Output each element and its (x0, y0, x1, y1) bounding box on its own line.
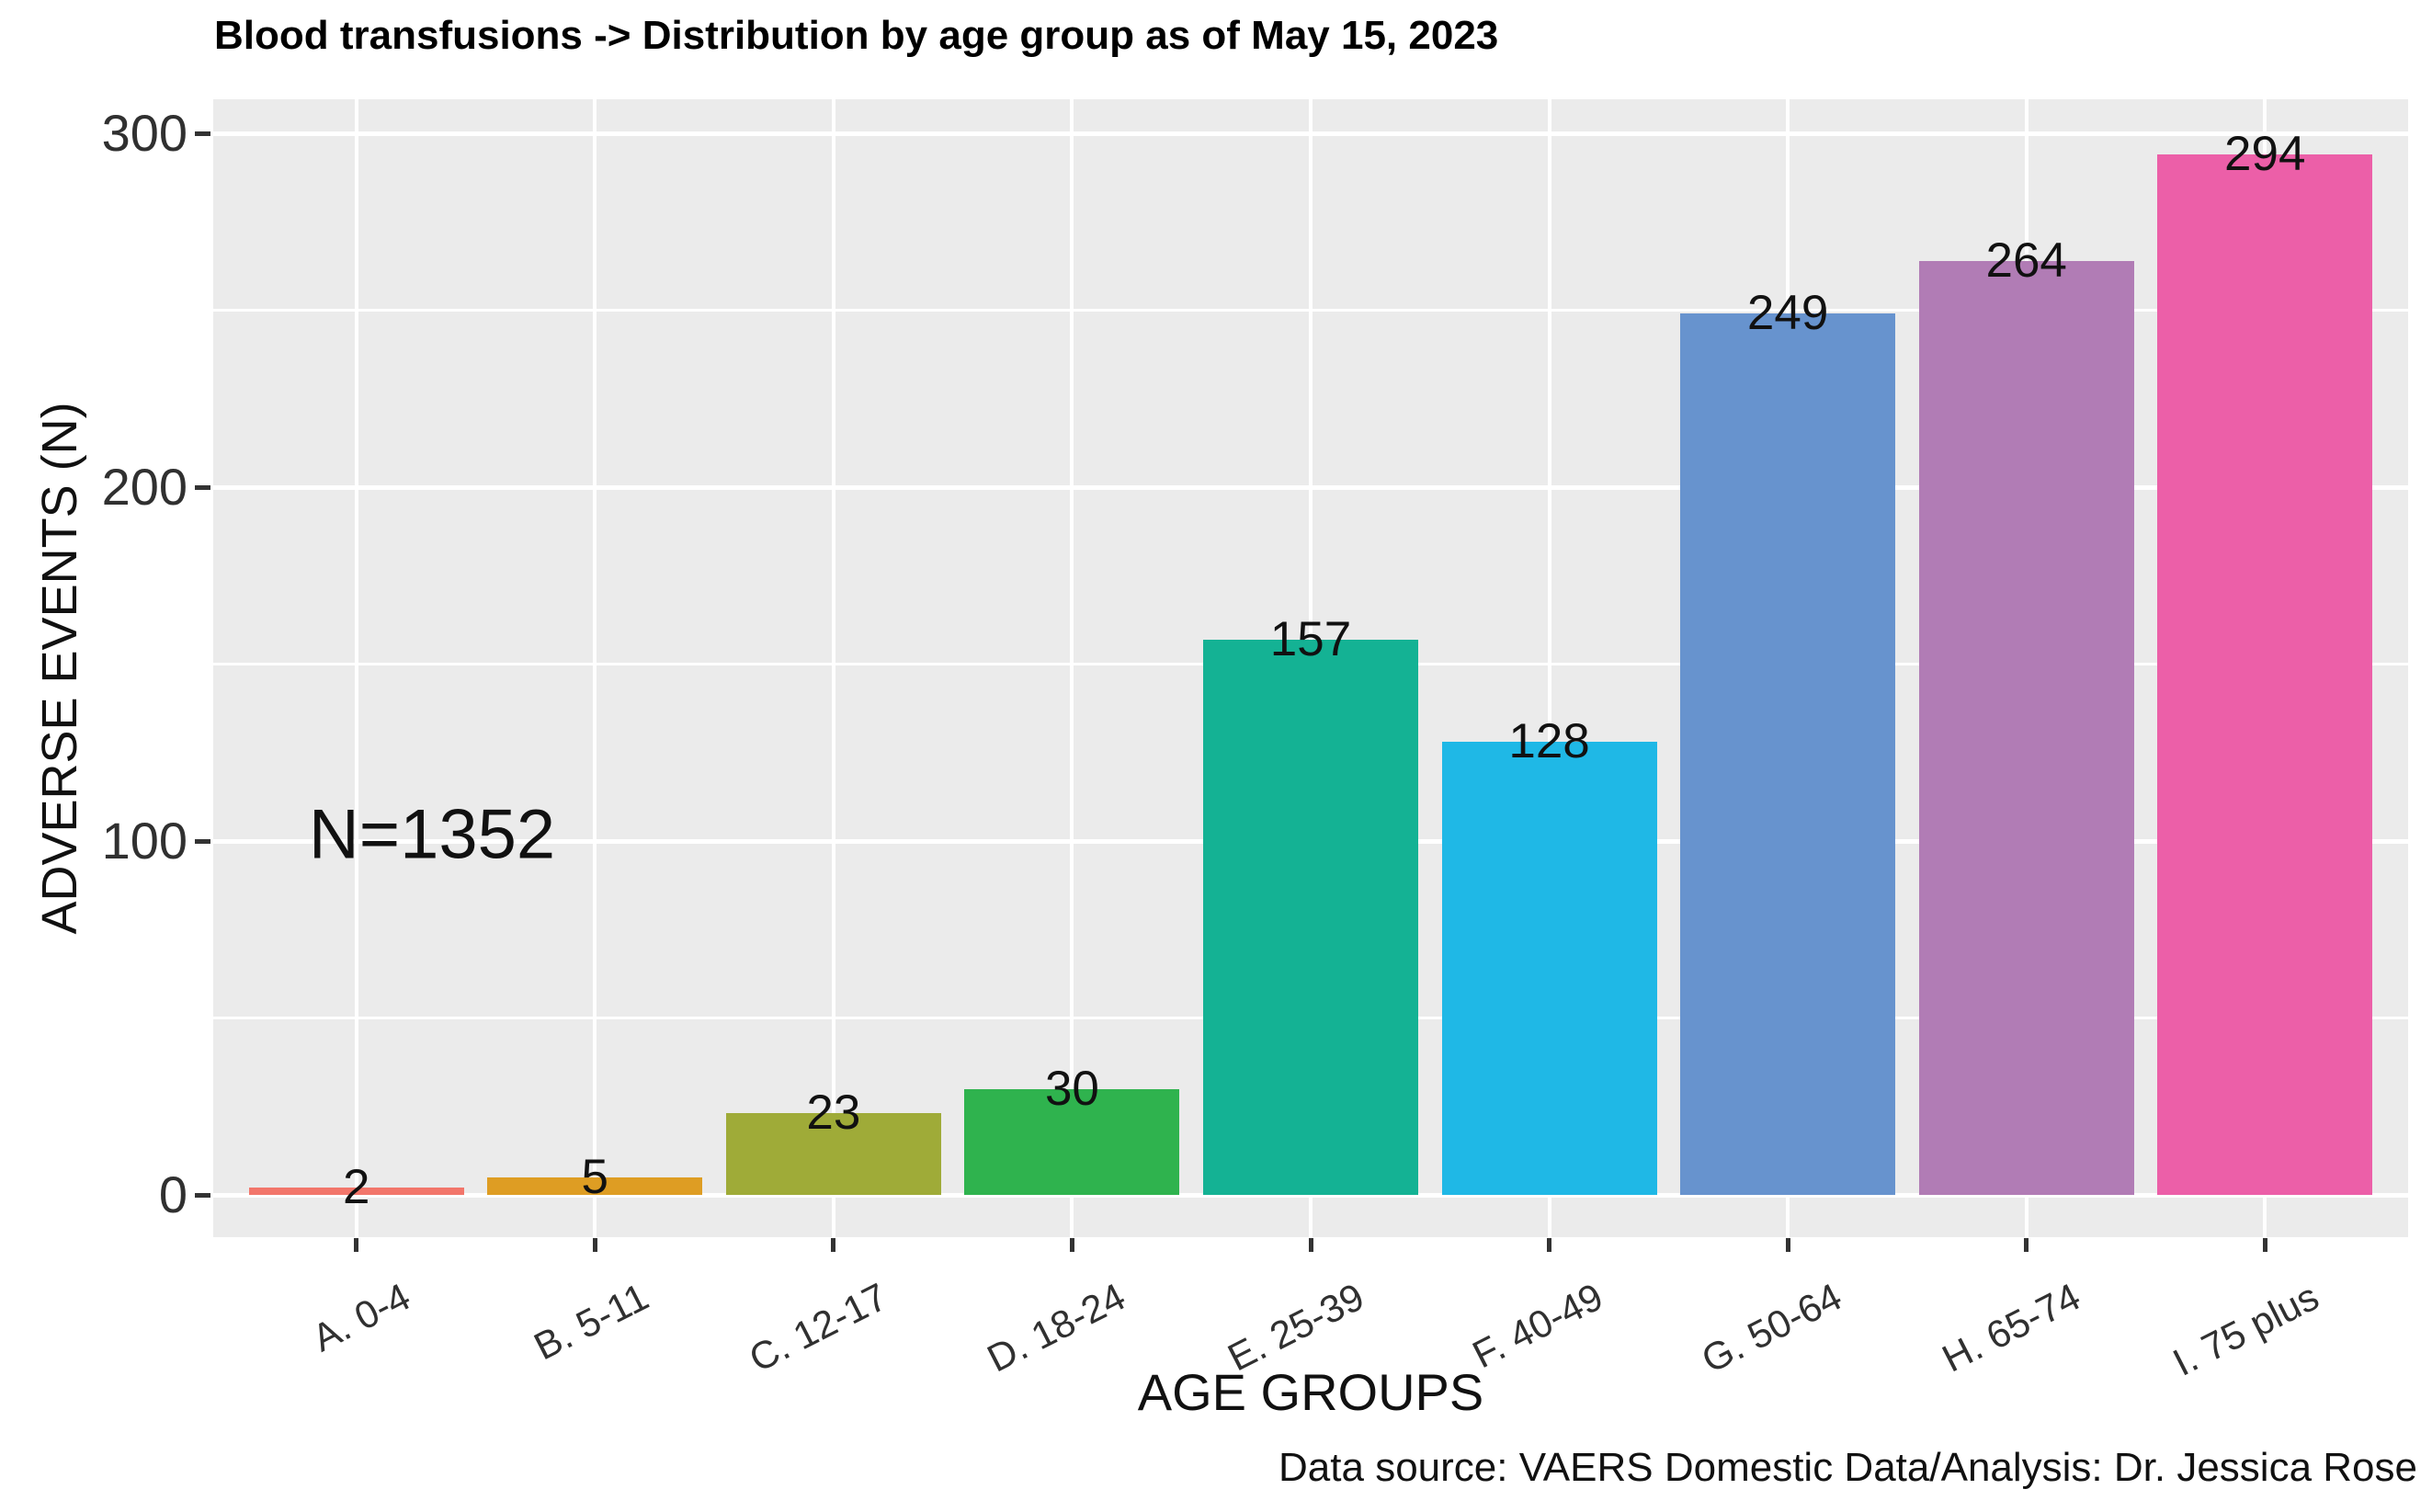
x-tick-label: B. 5-11 (527, 1274, 655, 1369)
data-source-caption: Data source: VAERS Domestic Data/Analysi… (1279, 1445, 2417, 1490)
x-tick-label: A. 0-4 (305, 1274, 417, 1360)
x-tick-label: D. 18-24 (981, 1274, 1132, 1381)
y-tick-label: 0 (158, 1165, 188, 1223)
bar (964, 1088, 1180, 1195)
total-annotation: N=1352 (308, 795, 556, 874)
bar-value-label: 5 (581, 1149, 609, 1204)
x-tick-label: I. 75 plus (2165, 1274, 2325, 1384)
y-tick-label: 100 (101, 812, 188, 870)
bar-value-label: 157 (1269, 611, 1352, 666)
x-tick-mark (592, 1238, 597, 1252)
x-tick-mark (831, 1238, 836, 1252)
x-tick-label: G. 50-64 (1694, 1274, 1848, 1381)
x-axis-title: AGE GROUPS (1137, 1363, 1484, 1421)
bar (248, 1188, 464, 1195)
bar (725, 1113, 941, 1195)
bar (2157, 154, 2373, 1195)
x-tick-mark (1785, 1238, 1790, 1252)
bar-value-label: 249 (1746, 286, 1829, 341)
x-gridline (831, 99, 835, 1237)
x-tick-mark (2024, 1238, 2029, 1252)
x-gridline (354, 99, 358, 1237)
x-tick-label: C. 12-17 (742, 1274, 894, 1381)
bar (487, 1177, 703, 1195)
bar (1441, 742, 1657, 1195)
plot-panel: 2 5 23 30 157 128 249 264 294 (213, 99, 2408, 1237)
x-tick-label: H. 65-74 (1935, 1274, 2087, 1381)
bar (1203, 639, 1418, 1195)
x-gridline (593, 99, 597, 1237)
bar-value-label: 23 (806, 1086, 861, 1141)
y-tick-mark (195, 839, 210, 844)
y-tick-label: 300 (101, 104, 188, 162)
y-tick-mark (195, 1193, 210, 1198)
x-tick-label: F. 40-49 (1465, 1274, 1610, 1377)
bar-value-label: 2 (342, 1160, 370, 1215)
y-axis-title: ADVERSE EVENTS (N) (32, 402, 87, 935)
y-tick-mark (195, 131, 210, 136)
x-tick-mark (354, 1238, 359, 1252)
x-gridline (1070, 99, 1074, 1237)
y-tick-mark (195, 485, 210, 490)
y-tick-label: 200 (101, 458, 188, 516)
x-tick-mark (1069, 1238, 1074, 1252)
chart-title: Blood transfusions -> Distribution by ag… (214, 13, 1499, 58)
bar (1918, 260, 2134, 1195)
x-tick-mark (2262, 1238, 2267, 1252)
bar-value-label: 30 (1044, 1061, 1099, 1116)
bar (1680, 313, 1896, 1195)
bar-value-label: 264 (1985, 233, 2067, 288)
bar-value-label: 128 (1508, 714, 1590, 769)
x-tick-mark (1547, 1238, 1552, 1252)
x-tick-mark (1308, 1238, 1313, 1252)
bar-value-label: 294 (2224, 127, 2306, 182)
x-gridline (1547, 99, 1551, 1237)
